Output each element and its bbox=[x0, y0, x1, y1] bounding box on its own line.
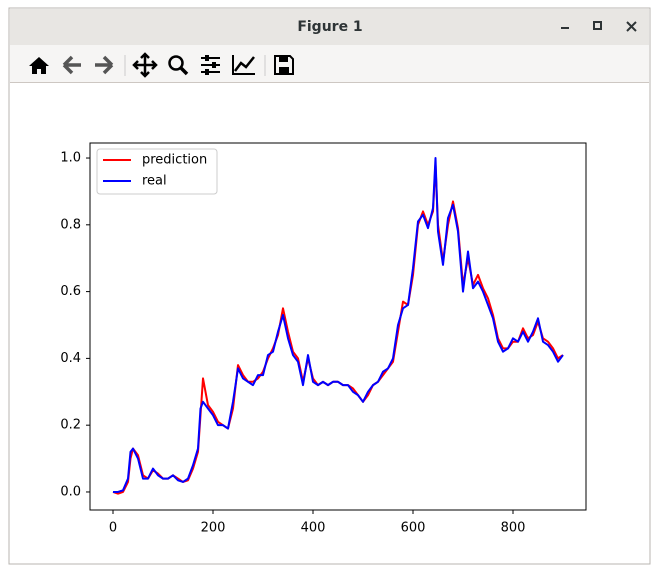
maximize-button[interactable] bbox=[593, 21, 602, 30]
y-tick-label: 1.0 bbox=[60, 151, 81, 166]
x-tick-label: 800 bbox=[501, 521, 526, 536]
toolbar bbox=[10, 45, 649, 83]
axes-edit-button[interactable] bbox=[232, 55, 255, 75]
legend-label: prediction bbox=[142, 153, 207, 168]
x-tick-label: 600 bbox=[401, 521, 426, 536]
configure-button[interactable] bbox=[201, 55, 220, 75]
save-button[interactable] bbox=[274, 55, 294, 75]
x-tick-label: 0 bbox=[109, 521, 117, 536]
close-button[interactable] bbox=[626, 21, 637, 32]
home-button[interactable] bbox=[29, 57, 49, 74]
back-button[interactable] bbox=[62, 55, 81, 75]
window-title: Figure 1 bbox=[297, 19, 362, 35]
y-tick-label: 0.2 bbox=[60, 418, 81, 433]
line-series bbox=[113, 157, 564, 493]
zoom-button[interactable] bbox=[168, 55, 189, 76]
pan-button[interactable] bbox=[132, 52, 158, 78]
legend-label: real bbox=[142, 174, 167, 189]
plot-area bbox=[89, 142, 587, 511]
x-tick-label: 200 bbox=[201, 521, 226, 536]
y-tick-label: 0.6 bbox=[60, 284, 81, 299]
y-tick-label: 0.4 bbox=[60, 351, 81, 366]
x-tick-label: 400 bbox=[301, 521, 326, 536]
y-tick-label: 0.8 bbox=[60, 217, 81, 232]
forward-button[interactable] bbox=[95, 55, 114, 75]
y-tick-label: 0.0 bbox=[60, 484, 81, 499]
title-bar bbox=[10, 9, 649, 45]
